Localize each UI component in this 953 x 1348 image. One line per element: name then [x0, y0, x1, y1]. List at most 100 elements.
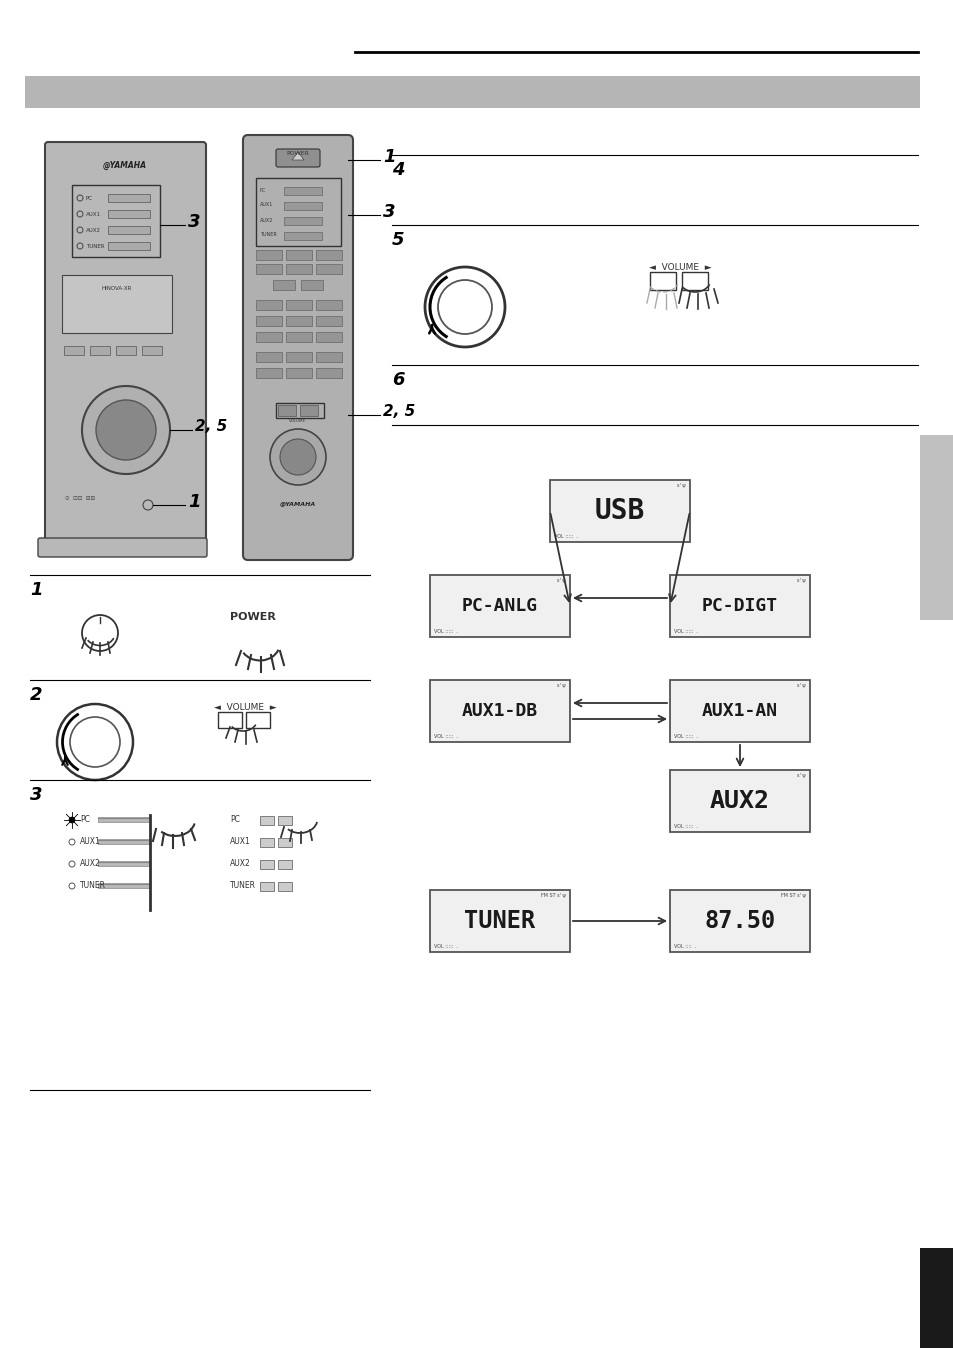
Text: VOL :::::  .: VOL ::::: . [673, 630, 698, 634]
Text: ◄  VOLUME  ►: ◄ VOLUME ► [213, 704, 276, 712]
Bar [64, 346, 84, 355]
Bar [284, 217, 322, 225]
Text: 87.50: 87.50 [703, 909, 775, 933]
Text: 3: 3 [382, 204, 395, 221]
Bar [90, 346, 110, 355]
Text: VOL :::::  .: VOL ::::: . [673, 735, 698, 739]
Text: PC-DIGT: PC-DIGT [701, 597, 778, 615]
Bar [255, 368, 282, 377]
Text: VOL :::::  .: VOL ::::: . [554, 534, 578, 539]
Bar [669, 576, 809, 638]
Bar [430, 679, 569, 741]
Bar [255, 352, 282, 363]
Bar [681, 272, 707, 290]
Text: AUX2: AUX2 [709, 789, 769, 813]
Text: VOL :::::  .: VOL ::::: . [434, 944, 457, 949]
Bar [255, 315, 282, 326]
Text: USB: USB [595, 497, 644, 524]
FancyBboxPatch shape [45, 142, 206, 553]
Text: 3: 3 [188, 213, 200, 231]
Bar [255, 264, 282, 274]
Bar [260, 838, 274, 847]
Text: AUX1: AUX1 [86, 212, 101, 217]
Bar [286, 301, 312, 310]
Text: @YAMAHA: @YAMAHA [103, 160, 147, 170]
Circle shape [69, 817, 75, 824]
Text: 2, 5: 2, 5 [194, 419, 227, 434]
Text: PC: PC [230, 816, 239, 825]
Bar [260, 860, 274, 869]
Text: PC-ANLG: PC-ANLG [461, 597, 537, 615]
Bar [255, 332, 282, 342]
Text: VOL :::::  .: VOL ::::: . [673, 824, 698, 829]
Circle shape [96, 400, 156, 460]
Text: @YAMAHA: @YAMAHA [279, 501, 315, 506]
Circle shape [280, 439, 315, 474]
Text: ◄  VOLUME  ►: ◄ VOLUME ► [648, 263, 711, 272]
Bar [275, 403, 324, 418]
Bar [669, 770, 809, 832]
Text: s' ψ: s' ψ [557, 683, 565, 687]
Bar [284, 202, 322, 210]
Bar [277, 860, 292, 869]
Bar [255, 249, 282, 260]
Bar [25, 75, 919, 108]
Text: VOL :::::  .: VOL ::::: . [434, 630, 457, 634]
Text: TUNER: TUNER [464, 909, 535, 933]
Bar [277, 816, 292, 825]
Bar [286, 332, 312, 342]
Text: ⊙  ⊡⊡  ⊟⊟: ⊙ ⊡⊡ ⊟⊟ [65, 496, 95, 501]
Circle shape [270, 429, 326, 485]
Text: 1: 1 [382, 148, 395, 166]
Bar [260, 882, 274, 891]
Bar [277, 882, 292, 891]
Bar [108, 194, 150, 202]
Bar [315, 249, 341, 260]
Text: AUX1: AUX1 [230, 837, 251, 847]
Polygon shape [292, 152, 304, 160]
Bar [277, 404, 295, 417]
Text: s' ψ: s' ψ [677, 483, 685, 488]
Bar [108, 226, 150, 235]
Bar [286, 368, 312, 377]
Text: TUNER: TUNER [260, 232, 276, 237]
Bar [430, 576, 569, 638]
Text: HINOVA·XR: HINOVA·XR [102, 286, 132, 291]
Text: PC: PC [86, 195, 92, 201]
Bar [669, 679, 809, 741]
Text: TUNER: TUNER [86, 244, 105, 248]
FancyBboxPatch shape [275, 150, 319, 167]
Text: 2, 5: 2, 5 [382, 404, 415, 419]
Text: AUX2: AUX2 [80, 860, 101, 868]
Text: s' ψ: s' ψ [557, 578, 565, 582]
Circle shape [82, 386, 170, 474]
Bar [255, 178, 340, 245]
Text: AUX1-AN: AUX1-AN [701, 702, 778, 720]
Text: PC: PC [80, 816, 90, 825]
Bar [315, 352, 341, 363]
Bar [286, 249, 312, 260]
Text: s' ψ: s' ψ [797, 772, 805, 778]
Bar [315, 301, 341, 310]
Text: VOL :::::  .: VOL ::::: . [434, 735, 457, 739]
Bar [430, 890, 569, 952]
Bar [108, 210, 150, 218]
Text: TUNER: TUNER [80, 882, 106, 891]
Text: 4: 4 [392, 160, 404, 179]
Text: s' ψ: s' ψ [797, 683, 805, 687]
Bar [301, 280, 323, 290]
Bar [919, 435, 953, 620]
Bar [255, 301, 282, 310]
Bar [315, 332, 341, 342]
Bar [284, 232, 322, 240]
Bar [260, 816, 274, 825]
Bar [550, 480, 689, 542]
Text: 1: 1 [30, 581, 43, 599]
Text: VOLUME: VOLUME [289, 419, 306, 423]
Text: FM ST s' ψ: FM ST s' ψ [781, 892, 805, 898]
Bar [299, 404, 317, 417]
Bar [108, 243, 150, 249]
Text: AUX1-DB: AUX1-DB [461, 702, 537, 720]
Text: POWER: POWER [286, 151, 309, 156]
Bar [116, 346, 136, 355]
